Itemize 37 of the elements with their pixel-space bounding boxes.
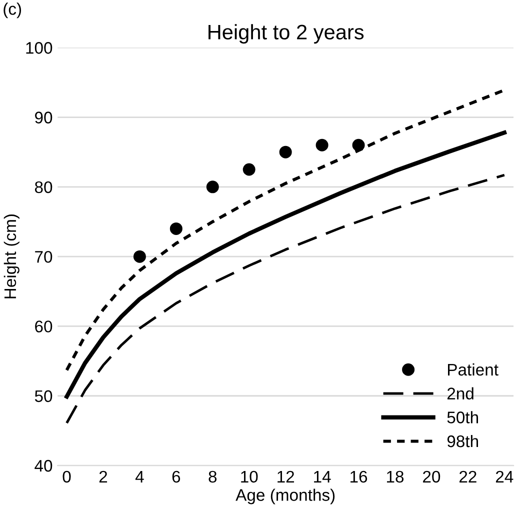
y-tick-label: 50	[34, 390, 52, 402]
x-tick-label: 10	[241, 470, 258, 483]
x-tick-label: 22	[460, 470, 476, 482]
y-tick-label: 60	[35, 320, 52, 332]
x-tick-label: 24	[496, 470, 514, 482]
x-tick-label: 20	[423, 470, 440, 483]
x-tick-label: 16	[350, 470, 368, 483]
y-tick-label: 90	[35, 112, 52, 124]
legend-label: Patient	[448, 363, 498, 376]
x-tick-label: 2	[99, 470, 108, 482]
chart-title: Height to 2 years	[208, 24, 364, 44]
line-series	[66, 174, 506, 424]
x-tick-label: 6	[172, 470, 180, 483]
point	[133, 250, 146, 263]
x-tick-label: 14	[314, 470, 331, 482]
legend-label: 50th	[447, 411, 478, 424]
legend-label: 98th	[447, 434, 478, 448]
y-tick-label: 70	[35, 250, 52, 263]
x-tick-label: 8	[208, 470, 217, 483]
y-tick-label: 100	[26, 42, 52, 54]
x-tick-label: 18	[386, 470, 404, 483]
point	[352, 138, 365, 152]
legend-label: 2nd	[447, 387, 474, 400]
point	[316, 138, 328, 152]
point	[242, 163, 256, 176]
y-tick-label: 40	[34, 460, 52, 472]
text: (c)	[4, 2, 22, 18]
x-tick-label: 4	[135, 470, 144, 482]
x-tick-label: 12	[278, 470, 294, 482]
y-tick-label: 80	[34, 181, 52, 194]
line-series	[64, 130, 506, 399]
point	[170, 222, 182, 235]
x-axis-title: Age (months)	[236, 488, 335, 504]
point	[279, 146, 292, 158]
y-axis-title: Height (cm)	[4, 214, 20, 298]
x-tick-label: 0	[62, 470, 71, 483]
point	[206, 180, 219, 194]
